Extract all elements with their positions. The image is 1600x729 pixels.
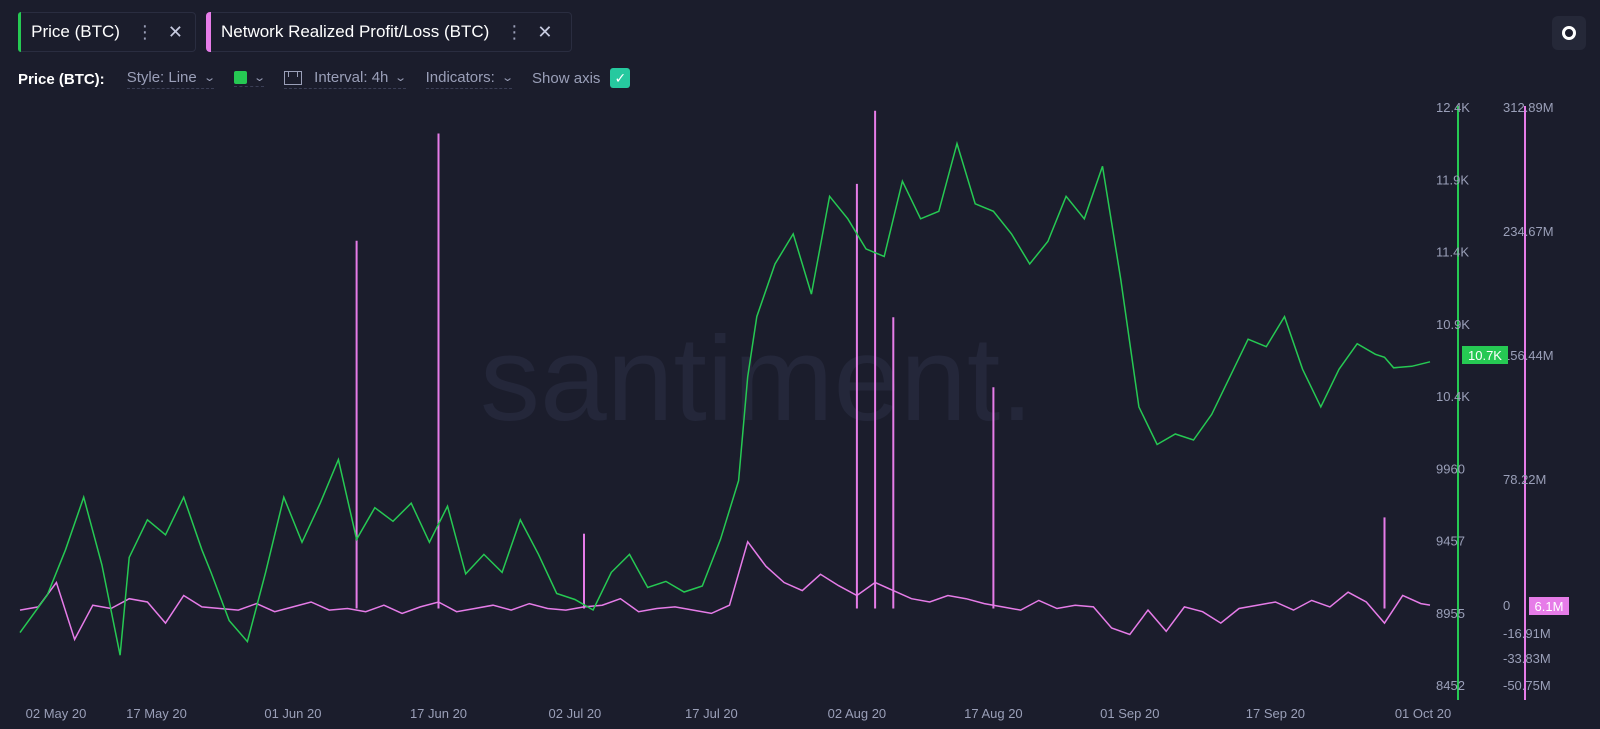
price-tick-label: 9457: [1436, 534, 1465, 549]
more-options-icon[interactable]: ⋮: [505, 21, 524, 42]
metric-color-bar: [18, 12, 22, 52]
x-tick-label: 02 May 20: [26, 706, 87, 721]
metric-color-bar: [206, 12, 211, 52]
price-axis: 12.4K 11.9K 11.4K 10.9K 10.4K 9960 9457 8955 845…: [1436, 100, 1470, 693]
price-tick-label: 12.4K: [1436, 100, 1470, 115]
price-tick-label: 10.9K: [1436, 317, 1470, 332]
metric-label: Price (BTC): [31, 22, 120, 41]
pl-tick-label: 156.44M: [1503, 348, 1554, 363]
x-tick-label: 17 Sep 20: [1246, 706, 1305, 721]
indicators-dropdown[interactable]: Indicators: ⌄: [425, 69, 514, 89]
price-line: [19, 140, 1431, 656]
more-options-icon[interactable]: ⋮: [135, 21, 154, 42]
pl-axis: 312.89M 234.67M 156.44M 78.22M 0 -16.91M -33.8…: [1503, 100, 1554, 693]
interval-icon: [284, 70, 303, 85]
pl-tick-label: -33.83M: [1503, 651, 1551, 666]
pl-current-value: 6.1M: [1535, 599, 1564, 614]
x-tick-label: 17 May 20: [126, 706, 187, 721]
pl-tick-label: -16.91M: [1503, 626, 1551, 641]
x-tick-label: 01 Oct 20: [1395, 706, 1451, 721]
watermark: santiment.: [480, 312, 1034, 446]
interval-dropdown-label: Interval: 4h: [314, 69, 389, 86]
price-tick-label: 9960: [1436, 461, 1465, 476]
show-axis-checkbox[interactable]: ✓: [610, 68, 631, 88]
pl-tick-label: 312.89M: [1503, 100, 1554, 115]
x-tick-label: 17 Aug 20: [964, 706, 1023, 721]
x-tick-label: 01 Sep 20: [1100, 706, 1159, 721]
x-tick-label: 17 Jun 20: [410, 706, 467, 721]
settings-icon: [1562, 26, 1576, 40]
color-swatch: [233, 71, 247, 84]
chevron-down-icon: ⌄: [394, 72, 408, 84]
pl-current-bg: [1529, 597, 1569, 615]
pl-current-badge: 6.1M: [1529, 597, 1569, 615]
pl-tick-label: -50.75M: [1503, 678, 1551, 693]
style-dropdown-label: Style: Line: [126, 69, 197, 86]
price-series: [19, 140, 1431, 656]
price-tick-label: 8452: [1436, 678, 1465, 693]
metric-chip-network-realized-pl[interactable]: Network Realized Profit/Loss (BTC) ⋮ ✕: [206, 12, 572, 52]
x-tick-label: 02 Jul 20: [549, 706, 602, 721]
indicators-dropdown-label: Indicators:: [425, 69, 495, 86]
pl-series: [19, 110, 1431, 642]
chevron-down-icon: ⌄: [202, 72, 216, 84]
x-tick-label: 02 Aug 20: [828, 706, 887, 721]
pl-line: [19, 540, 1431, 642]
pl-tick-label: 234.67M: [1503, 224, 1554, 239]
x-tick-label: 17 Jul 20: [685, 706, 738, 721]
toolbar-metric-title: Price (BTC):: [18, 70, 105, 88]
pl-tick-label: 78.22M: [1503, 472, 1546, 487]
close-icon[interactable]: ✕: [167, 21, 183, 42]
metric-toolbar: Price (BTC): Style: Line ⌄ ⌄ Interval: 4…: [18, 66, 650, 92]
price-tick-label: 11.9K: [1436, 172, 1469, 187]
x-tick-label: 01 Jun 20: [264, 706, 321, 721]
interval-dropdown[interactable]: Interval: 4h ⌄: [284, 69, 408, 89]
metric-label: Network Realized Profit/Loss (BTC): [221, 22, 490, 41]
price-tick-label: 11.4K: [1436, 245, 1469, 260]
pl-tick-label: 0: [1503, 598, 1510, 613]
settings-button[interactable]: [1552, 16, 1586, 50]
chevron-down-icon: ⌄: [253, 72, 267, 84]
show-axis-toggle[interactable]: Show axis ✓: [532, 68, 631, 90]
chevron-down-icon: ⌄: [500, 72, 514, 84]
show-axis-label: Show axis: [532, 69, 601, 87]
price-tick-label: 8955: [1436, 606, 1465, 621]
price-current-badge: 10.7K: [1462, 346, 1508, 364]
price-tick-label: 10.4K: [1436, 389, 1470, 404]
style-dropdown[interactable]: Style: Line ⌄: [126, 69, 216, 89]
metric-chip-price[interactable]: Price (BTC) ⋮ ✕: [18, 12, 196, 52]
price-current-bg: [1462, 346, 1508, 364]
x-axis: 02 May 20 17 May 20 01 Jun 20 17 Jun 20 02 J…: [26, 706, 1452, 721]
close-icon[interactable]: ✕: [537, 21, 553, 42]
color-picker[interactable]: ⌄: [233, 71, 267, 87]
price-current-value: 10.7K: [1468, 348, 1502, 363]
